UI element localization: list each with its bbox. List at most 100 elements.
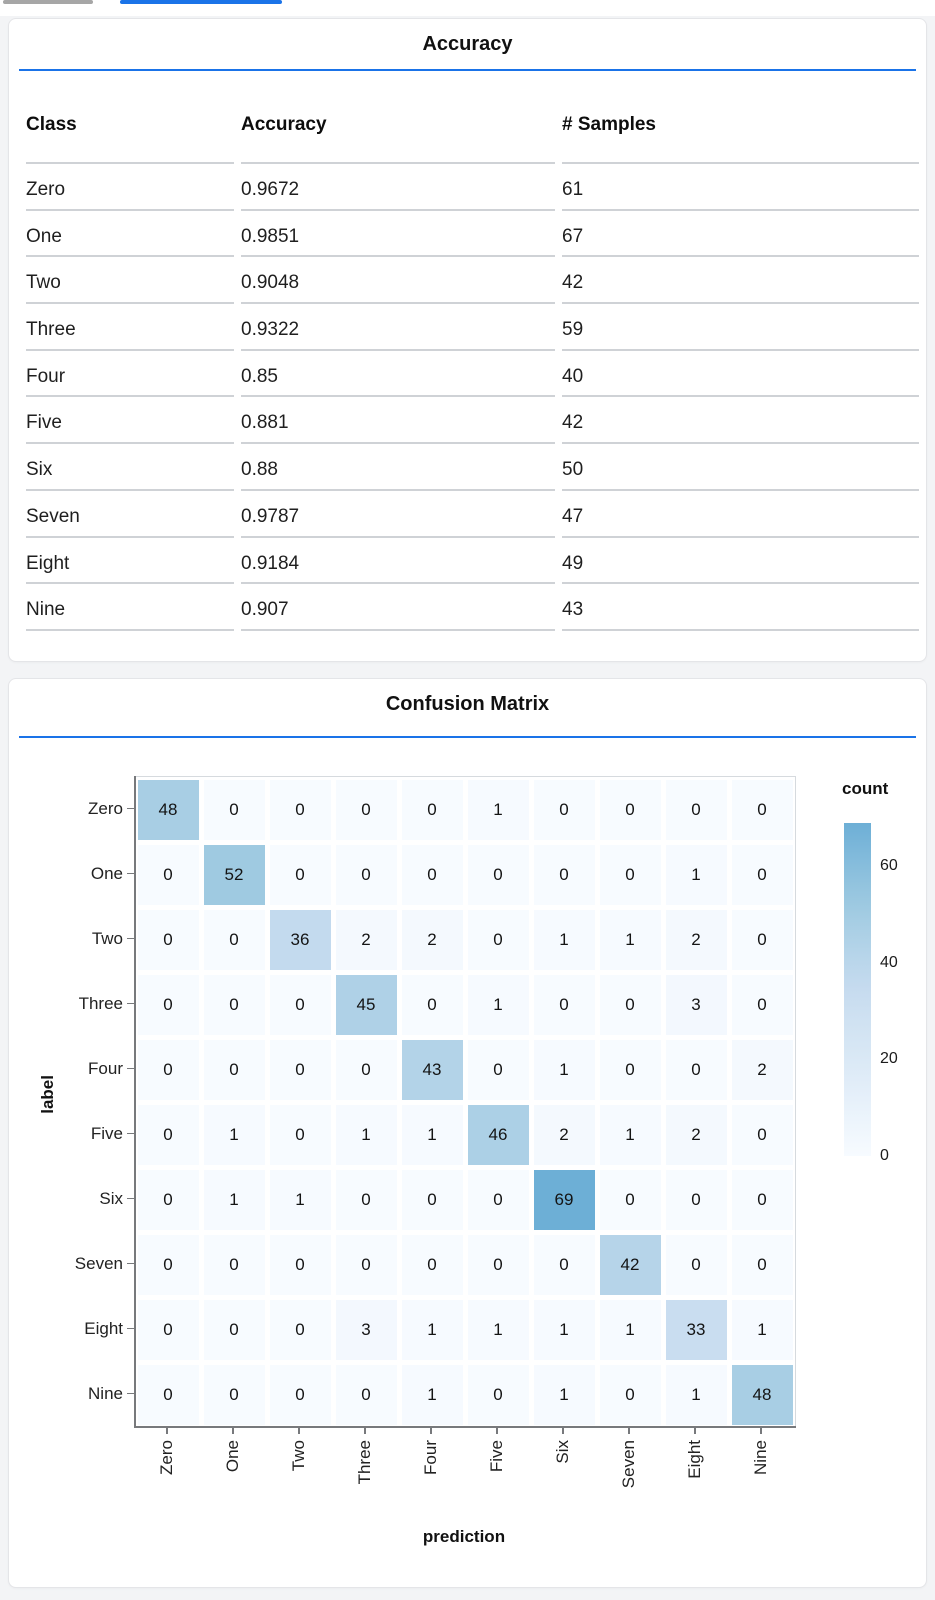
heatmap-cell: 0 <box>731 1234 793 1295</box>
heatmap-cell: 43 <box>401 1039 463 1100</box>
heatmap-cell: 0 <box>599 779 661 840</box>
column-header-samples: # Samples <box>562 107 919 164</box>
heatmap-cell: 0 <box>335 1169 397 1230</box>
heatmap-cell: 0 <box>137 1104 199 1165</box>
heatmap-cell: 0 <box>203 909 265 970</box>
accuracy-card: Accuracy Class Accuracy # Samples Zero 0.… <box>8 18 927 662</box>
table-row: Two 0.9048 42 <box>26 257 919 305</box>
heatmap-cell: 46 <box>467 1104 529 1165</box>
heatmap-cell: 0 <box>467 844 529 905</box>
heatmap-cell: 0 <box>203 1299 265 1360</box>
heatmap-cell: 36 <box>269 909 331 970</box>
x-tick-mark <box>628 1427 630 1434</box>
heatmap-cell: 0 <box>401 1234 463 1295</box>
y-tick-mark <box>127 1002 134 1005</box>
heatmap-cell: 2 <box>665 909 727 970</box>
y-axis-title: label <box>38 1075 57 1114</box>
heatmap-cell: 0 <box>731 844 793 905</box>
heatmap-cell: 0 <box>731 909 793 970</box>
heatmap-cell: 45 <box>335 974 397 1035</box>
heatmap-cell: 0 <box>467 909 529 970</box>
heatmap-cell: 1 <box>665 844 727 905</box>
y-tick-label: Four <box>88 1059 123 1078</box>
cell-class: Five <box>26 397 234 445</box>
cell-class: Eight <box>26 538 234 585</box>
heatmap-cell: 0 <box>269 1234 331 1295</box>
heatmap-cell: 1 <box>599 1104 661 1165</box>
heatmap-cell: 1 <box>533 909 595 970</box>
x-axis-line <box>134 1426 796 1428</box>
cell-accuracy: 0.88 <box>241 444 555 491</box>
heatmap-cell: 0 <box>401 779 463 840</box>
heatmap-cell: 1 <box>203 1104 265 1165</box>
heatmap-cell: 48 <box>731 1364 793 1425</box>
cell-accuracy: 0.85 <box>241 351 555 398</box>
y-tick-label: Two <box>91 929 123 948</box>
cell-class: Seven <box>26 491 234 538</box>
cell-class: Nine <box>26 584 234 631</box>
heatmap-cell: 0 <box>467 1039 529 1100</box>
confusion-matrix-card: Confusion Matrix 48 0 0 0 0 1 0 0 0 0 0 52 0 0 0 0 0 0 1 0 0… <box>8 678 927 1588</box>
heatmap-cell: 1 <box>467 974 529 1035</box>
cell-class: Two <box>26 257 234 305</box>
x-tick-label: Seven <box>619 1440 638 1489</box>
heatmap-cell: 0 <box>731 1104 793 1165</box>
heatmap-cell: 0 <box>335 844 397 905</box>
x-tick-label: Zero <box>157 1440 176 1475</box>
x-tick-label: Two <box>289 1440 308 1472</box>
heatmap-cell: 0 <box>203 974 265 1035</box>
heatmap-cell: 0 <box>401 974 463 1035</box>
heatmap-cell: 1 <box>401 1364 463 1425</box>
heatmap-cell: 2 <box>665 1104 727 1165</box>
y-tick-mark <box>127 1067 134 1070</box>
cell-accuracy: 0.9184 <box>241 538 555 585</box>
x-tick-label: Eight <box>685 1440 704 1479</box>
legend-title: count <box>842 779 889 798</box>
confusion-matrix-plot: 48 0 0 0 0 1 0 0 0 0 0 52 0 0 0 0 0 0 1 0 0 0 36 2 2 0 1 1 2 0 0 0 0 45 0 1… <box>134 776 796 1428</box>
heatmap-cell: 2 <box>335 909 397 970</box>
y-tick-mark <box>127 1327 134 1330</box>
heatmap-cell: 1 <box>467 779 529 840</box>
heatmap-cell: 0 <box>335 1039 397 1100</box>
table-row: Four 0.85 40 <box>26 351 919 398</box>
cell-samples: 67 <box>562 211 919 258</box>
heatmap-cell: 2 <box>731 1039 793 1100</box>
heatmap-cell: 0 <box>269 974 331 1035</box>
heatmap-cell: 0 <box>599 1364 661 1425</box>
heatmap-cell: 1 <box>335 1104 397 1165</box>
heatmap-cell: 1 <box>467 1299 529 1360</box>
table-row: Zero 0.9672 61 <box>26 164 919 211</box>
heatmap-cell: 0 <box>665 1234 727 1295</box>
y-tick-mark <box>127 937 134 940</box>
y-tick-label: Zero <box>88 799 123 818</box>
x-tick-mark <box>166 1427 168 1434</box>
cell-samples: 50 <box>562 444 919 491</box>
heatmap-cell: 0 <box>599 844 661 905</box>
cell-samples: 40 <box>562 351 919 398</box>
accuracy-card-title: Accuracy <box>422 33 513 55</box>
x-tick-mark <box>562 1427 564 1434</box>
cell-accuracy: 0.881 <box>241 397 555 445</box>
x-tick-mark <box>364 1427 366 1434</box>
heatmap-cell: 0 <box>467 1169 529 1230</box>
heatmap-cell: 0 <box>137 974 199 1035</box>
heatmap-cell: 0 <box>533 779 595 840</box>
x-tick-mark <box>694 1427 696 1434</box>
heatmap-cell: 0 <box>467 1234 529 1295</box>
heatmap-cell: 0 <box>269 1364 331 1425</box>
heatmap-cell: 0 <box>335 1234 397 1295</box>
heatmap-cell: 0 <box>269 1039 331 1100</box>
cell-samples: 42 <box>562 257 919 305</box>
cell-accuracy: 0.9672 <box>241 164 555 211</box>
column-header-accuracy: Accuracy <box>241 107 555 164</box>
cell-samples: 59 <box>562 304 919 351</box>
y-tick-label: Seven <box>74 1254 123 1273</box>
cell-samples: 61 <box>562 164 919 211</box>
heatmap-cell: 0 <box>731 1169 793 1230</box>
heatmap-cell: 48 <box>137 779 199 840</box>
top-blue-tab-indicator <box>120 0 282 4</box>
y-tick-mark <box>127 1262 134 1265</box>
heatmap-cell: 3 <box>665 974 727 1035</box>
heatmap-cell: 1 <box>599 1299 661 1360</box>
